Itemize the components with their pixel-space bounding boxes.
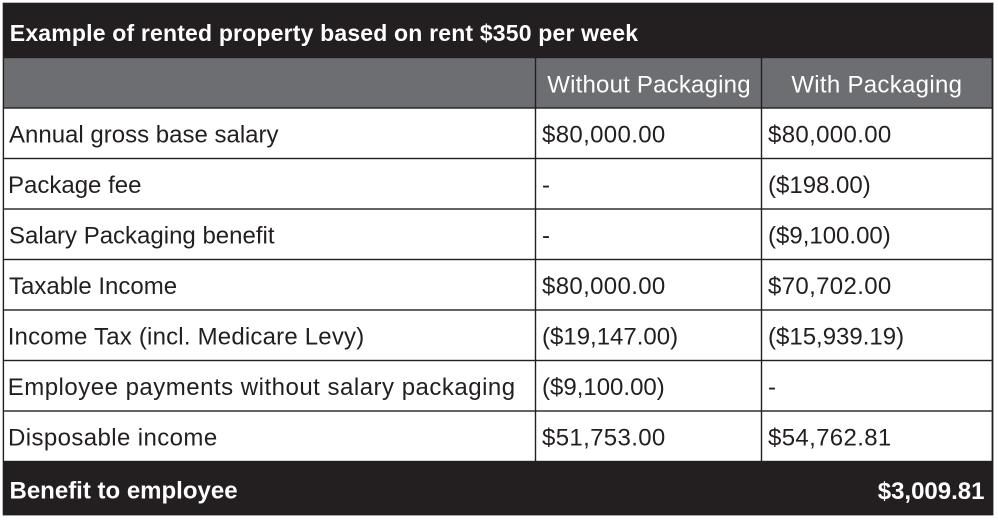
svg-text:$70,702.00: $70,702.00 (768, 273, 892, 300)
svg-text:With Packaging: With Packaging (791, 72, 962, 99)
svg-text:$3,009.81: $3,009.81 (878, 478, 985, 505)
svg-text:$80,000.00: $80,000.00 (768, 122, 892, 149)
svg-text:Package fee: Package fee (8, 172, 141, 199)
svg-text:$80,000.00: $80,000.00 (542, 273, 666, 300)
svg-text:-: - (542, 223, 550, 250)
svg-text:-: - (542, 172, 550, 199)
svg-text:($19,147.00): ($19,147.00) (542, 324, 678, 351)
svg-text:Salary Packaging benefit: Salary Packaging benefit (9, 223, 275, 250)
svg-text:($9,100.00): ($9,100.00) (542, 374, 665, 401)
svg-text:($9,100.00): ($9,100.00) (768, 223, 891, 250)
svg-text:Employee payments without sala: Employee payments without salary packagi… (8, 374, 516, 401)
svg-text:Taxable Income: Taxable Income (9, 273, 177, 300)
svg-text:Annual gross base salary: Annual gross base salary (9, 122, 278, 149)
svg-text:Benefit to employee: Benefit to employee (10, 478, 238, 505)
svg-text:($198.00): ($198.00) (768, 172, 871, 199)
svg-text:($15,939.19): ($15,939.19) (768, 324, 904, 351)
svg-text:Without Packaging: Without Packaging (547, 72, 751, 99)
svg-text:-: - (768, 374, 776, 401)
svg-text:Income Tax (incl. Medicare Lev: Income Tax (incl. Medicare Levy) (8, 324, 365, 351)
svg-text:$54,762.81: $54,762.81 (768, 425, 892, 452)
svg-text:$80,000.00: $80,000.00 (542, 122, 666, 149)
svg-text:Example of rented property bas: Example of rented property based on rent… (10, 20, 638, 46)
svg-text:Disposable income: Disposable income (8, 425, 218, 452)
svg-text:$51,753.00: $51,753.00 (542, 425, 666, 452)
